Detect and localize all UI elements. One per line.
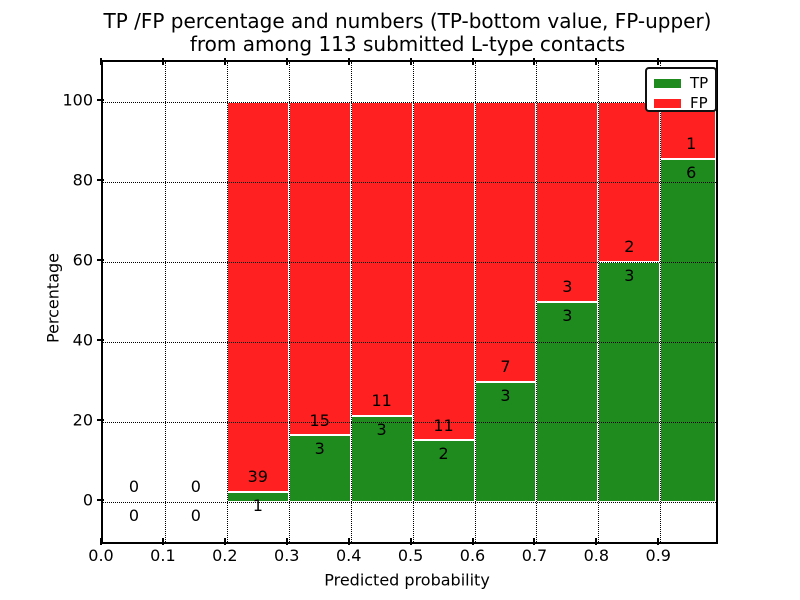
y-tick-left: [97, 499, 104, 501]
chart-title-line2: from among 113 submitted L-type contacts: [189, 32, 626, 56]
x-tick-top: [657, 58, 660, 65]
x-tick-label: 0.8: [583, 546, 610, 565]
y-tick-label: 60: [72, 250, 93, 270]
x-tick-label: 0.7: [521, 546, 548, 565]
fp-count-label: 11: [371, 391, 392, 411]
x-tick-top: [100, 58, 102, 65]
y-tick-left: [97, 419, 104, 421]
x-tick-top: [285, 58, 288, 65]
tp-count-label: 0: [128, 505, 140, 525]
plot-area: 0 0 0 0 39 1 15 3 11 3 11 2 7 3 3 3 2 3 1 6: [101, 60, 718, 544]
legend-entry: TP: [654, 74, 715, 92]
tp-count-label: 1: [252, 495, 263, 515]
fp-count-label: 11: [433, 415, 454, 435]
bar-fp-segment: [412, 102, 475, 441]
tp-count-label: 3: [624, 265, 635, 285]
x-tick-label: 0.5: [397, 546, 424, 565]
x-axis-label: Predicted probability: [324, 570, 490, 590]
fp-count-label: 2: [624, 237, 635, 257]
bars-layer: [103, 62, 716, 542]
bar-fp-segment: [226, 102, 289, 492]
x-tick-label: 0.0: [88, 546, 114, 565]
fp-count-label: 3: [562, 277, 573, 297]
x-tick-top: [409, 58, 412, 65]
y-tick-left: [97, 259, 104, 261]
x-tick-bottom: [533, 538, 536, 545]
fp-count-label: 39: [247, 467, 268, 487]
bar-fp-segment: [288, 102, 351, 436]
bar-tp-segment: [350, 416, 413, 502]
legend-swatch-fp: [654, 98, 681, 108]
tp-count-label: 3: [562, 305, 573, 325]
x-tick-label: 0.3: [274, 546, 300, 565]
x-tick-top: [347, 58, 350, 65]
x-tick-top: [471, 58, 474, 65]
x-tick-label: 0.9: [645, 546, 671, 565]
x-tick-top: [161, 58, 164, 65]
legend-label: FP: [690, 93, 708, 112]
tp-count-label: 0: [190, 505, 201, 525]
y-tick-left: [97, 339, 104, 341]
legend-entry: FP: [654, 94, 715, 112]
x-tick-bottom: [285, 538, 288, 545]
x-tick-bottom: [161, 538, 164, 545]
x-tick-bottom: [409, 538, 412, 545]
x-tick-label: 0.4: [335, 546, 362, 565]
chart-title-line1: TP /FP percentage and numbers (TP-bottom…: [103, 9, 712, 33]
tp-count-label: 6: [686, 162, 697, 182]
bar-tp-segment: [474, 382, 537, 502]
bar-tp-segment: [412, 440, 475, 502]
x-tick-bottom: [657, 538, 660, 545]
fp-count-label: 0: [128, 477, 140, 497]
bar-fp-segment: [474, 102, 537, 382]
y-tick-label: 20: [72, 410, 93, 430]
tp-count-label: 3: [314, 438, 325, 458]
x-tick-top: [533, 58, 536, 65]
y-tick-label: 100: [62, 90, 93, 110]
x-tick-top: [595, 58, 598, 65]
fp-count-label: 7: [500, 357, 511, 377]
y-tick-left: [97, 179, 104, 181]
bar-tp-segment: [660, 159, 716, 502]
annotations-layer: 0 0 0 0 39 1 15 3 11 3 11 2 7 3 3 3 2 3 1 6: [103, 62, 716, 542]
tp-count-label: 3: [376, 419, 387, 439]
legend: TP FP: [645, 67, 717, 112]
x-tick-bottom: [347, 538, 350, 545]
y-tick-left: [97, 99, 104, 101]
legend-label: TP: [690, 73, 709, 92]
y-tick-label: 0: [82, 490, 93, 510]
x-tick-bottom: [223, 538, 226, 545]
x-tick-top: [223, 58, 226, 65]
fp-count-label: 15: [309, 410, 330, 430]
y-tick-label: 80: [72, 170, 93, 190]
x-tick-bottom: [471, 538, 474, 545]
x-tick-label: 0.1: [150, 546, 176, 565]
tp-count-label: 2: [438, 444, 449, 464]
x-tick-bottom: [100, 538, 102, 545]
tp-count-label: 3: [500, 385, 511, 405]
legend-swatch-tp: [654, 78, 681, 88]
x-tick-label: 0.6: [459, 546, 486, 565]
fp-count-label: 0: [190, 477, 201, 497]
y-tick-label: 40: [72, 330, 93, 350]
bar-fp-segment: [536, 102, 599, 302]
fp-count-label: 1: [686, 134, 697, 154]
x-tick-bottom: [595, 538, 598, 545]
x-tick-label: 0.2: [212, 546, 238, 565]
